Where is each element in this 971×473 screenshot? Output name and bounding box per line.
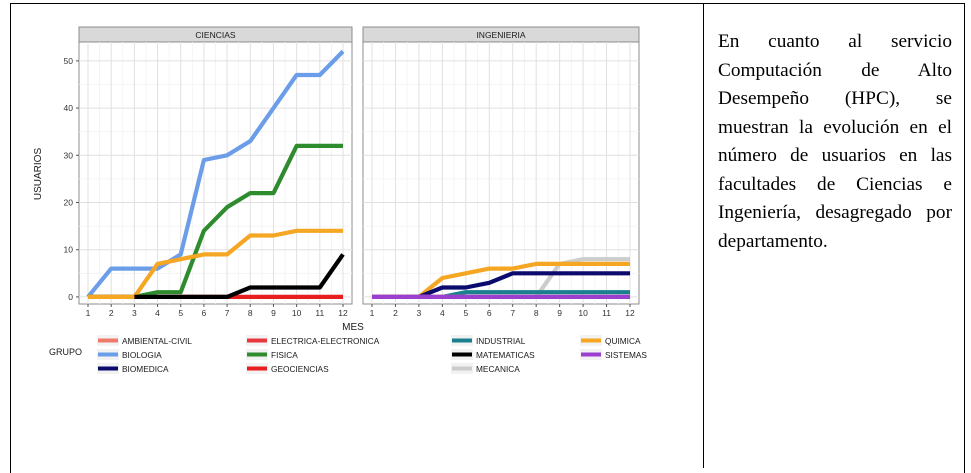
x-tick-label: 8 — [534, 308, 539, 318]
y-tick-label: 40 — [64, 103, 74, 113]
y-tick-label: 20 — [64, 198, 74, 208]
x-tick-label: 11 — [315, 308, 324, 318]
x-tick-label: 9 — [271, 308, 276, 318]
x-tick-label: 6 — [487, 308, 492, 318]
x-tick-label: 5 — [463, 308, 468, 318]
y-tick-label: 0 — [68, 292, 73, 302]
chart-area: CIENCIAS 1 2 3 4 5 6 7 8 9 10 11 12 0 10 20 30 40 50 INGENI… — [11, 4, 702, 465]
facet-strip-label: CIENCIAS — [195, 30, 235, 40]
x-tick-label: 5 — [178, 308, 183, 318]
x-tick-label: 7 — [510, 308, 515, 318]
legend-label: AMBIENTAL-CIVIL — [122, 336, 192, 346]
legend-label: GEOCIENCIAS — [271, 364, 329, 374]
table-frame — [10, 3, 965, 473]
x-tick-label: 9 — [557, 308, 562, 318]
x-tick-label: 7 — [225, 308, 230, 318]
legend-label: MATEMATICAS — [476, 350, 535, 360]
x-tick-label: 3 — [417, 308, 422, 318]
series-line-biologia — [86, 49, 345, 299]
legend-label: BIOMEDICA — [122, 364, 169, 374]
y-tick-label: 50 — [64, 56, 74, 66]
table-divider — [703, 3, 704, 468]
series-line-quimica — [88, 228, 343, 299]
legend-label: QUIMICA — [605, 336, 641, 346]
caption-text: En cuanto al servicio Computación de Alt… — [718, 31, 952, 252]
x-tick-label: 11 — [602, 308, 611, 318]
x-tick-label: 10 — [292, 308, 302, 318]
legend-label: INDUSTRIAL — [476, 336, 526, 346]
x-tick-label: 10 — [578, 308, 588, 318]
x-tick-label: 2 — [393, 308, 398, 318]
legend-label: MECANICA — [476, 364, 520, 374]
x-axis-title: MES — [342, 322, 364, 333]
x-tick-label: 2 — [109, 308, 114, 318]
x-tick-label: 12 — [338, 308, 348, 318]
x-tick-label: 1 — [370, 308, 375, 318]
legend-label: ELECTRICA-ELECTRONICA — [271, 336, 380, 346]
legend-label: FISICA — [271, 350, 298, 360]
x-tick-label: 6 — [202, 308, 207, 318]
legend-label: BIOLOGIA — [122, 350, 162, 360]
series-line-matematicas — [134, 253, 345, 299]
y-tick-label: 30 — [64, 150, 74, 160]
x-tick-label: 4 — [155, 308, 160, 318]
facet-strip-label: INGENIERIA — [476, 30, 525, 40]
y-axis-title: USUARIOS — [33, 148, 44, 201]
legend-title: GRUPO — [49, 347, 82, 357]
x-tick-label: 3 — [132, 308, 137, 318]
x-tick-label: 12 — [625, 308, 635, 318]
y-tick-label: 10 — [64, 245, 74, 255]
x-tick-label: 8 — [248, 308, 253, 318]
x-tick-label: 1 — [86, 308, 91, 318]
x-tick-label: 4 — [440, 308, 445, 318]
legend-label: SISTEMAS — [605, 350, 647, 360]
